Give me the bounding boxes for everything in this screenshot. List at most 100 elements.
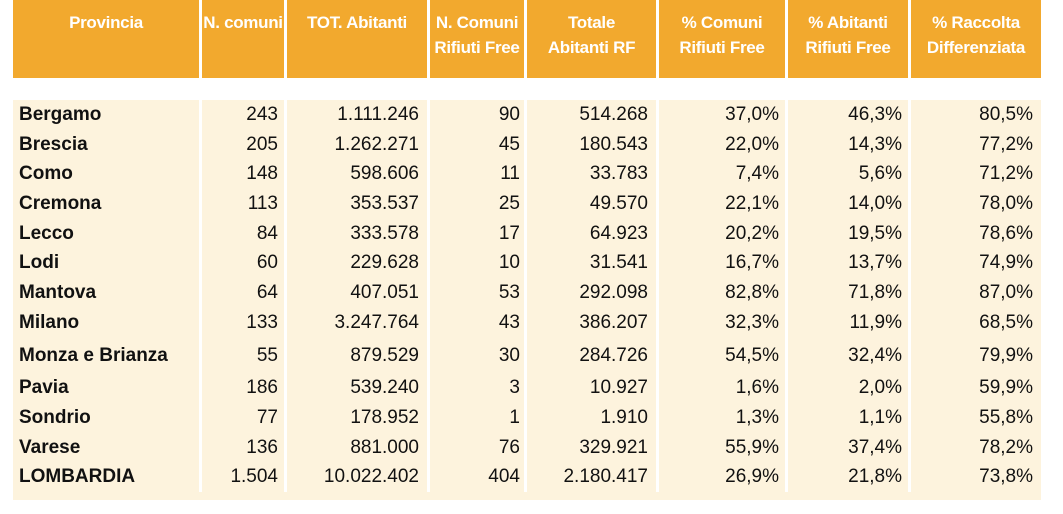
cell-n-comuni: 77	[256, 407, 278, 429]
cell-pct-raccolta: 68,5%	[979, 311, 1033, 333]
header-line: Abitanti RF	[547, 38, 636, 57]
cell-n-comuni-rf: 11	[500, 163, 520, 185]
header-line: % Comuni	[681, 13, 763, 32]
cell-pct-raccolta: 80,5%	[979, 103, 1033, 125]
cell-pct-abitanti-rf: 14,0%	[848, 192, 902, 214]
cell-tot-abitanti: 333.578	[350, 222, 419, 244]
cell-pct-comuni-rf: 55,9%	[725, 436, 779, 458]
cell-n-comuni-rf: 53	[498, 281, 520, 303]
cell-totale-abitanti-rf: 329.921	[579, 436, 648, 458]
cell-pct-abitanti-rf: 19,5%	[848, 222, 902, 244]
cell-pct-raccolta: 78,6%	[979, 222, 1033, 244]
header-line: Provincia	[69, 13, 143, 32]
province-table: Provincia N. comuni TOT. Abitanti N. Comuni…	[13, 0, 1041, 501]
cell-pct-comuni-rf: 16,7%	[725, 252, 779, 274]
cell-totale-abitanti-rf: 180.543	[579, 133, 648, 155]
cell-pct-comuni-rf: 1,3%	[735, 407, 779, 429]
cell-tot-abitanti: 178.952	[350, 407, 419, 429]
cell-pct-comuni-rf: 82,8%	[725, 281, 779, 303]
cell-pct-comuni-rf: 32,3%	[725, 311, 779, 333]
header-line: Differenziata	[926, 38, 1026, 57]
cell-n-comuni-rf: 1	[509, 407, 520, 429]
cell-pct-comuni-rf: 37,0%	[725, 103, 779, 125]
cell-tot-abitanti: 598.606	[350, 163, 419, 185]
cell-pct-raccolta: 73,8%	[979, 466, 1033, 488]
header-line: Rifiuti Free	[679, 38, 765, 57]
cell-totale-abitanti-rf: 1.910	[600, 407, 648, 429]
cell-provincia: Milano	[19, 311, 80, 333]
cell-pct-raccolta: 78,2%	[979, 436, 1033, 458]
cell-pct-abitanti-rf: 14,3%	[848, 133, 902, 155]
cell-n-comuni: 84	[256, 222, 278, 244]
header-line: N. comuni	[203, 13, 283, 32]
cell-n-comuni-rf: 45	[498, 133, 520, 155]
table-row: LOMBARDIA 1.504 10.022.402 404 2.180.417 26,9…	[13, 462, 1041, 493]
cell-n-comuni: 205	[246, 133, 278, 155]
table-row: Como 148 598.606 11 33.783 7,4% 5,6% 71,2%	[13, 159, 1041, 190]
cell-n-comuni: 133	[246, 311, 278, 333]
cell-totale-abitanti-rf: 64.923	[589, 222, 648, 244]
cell-tot-abitanti: 10.022.402	[323, 466, 419, 488]
cell-n-comuni: 148	[246, 163, 278, 185]
cell-totale-abitanti-rf: 31.541	[589, 252, 648, 274]
table-body: Bergamo 243 1.111.246 90 514.268 37,0% 46,3% 80…	[13, 100, 1041, 493]
cell-n-comuni-rf: 76	[498, 436, 520, 458]
cell-tot-abitanti: 353.537	[350, 192, 419, 214]
cell-n-comuni: 1.504	[230, 466, 278, 488]
cell-pct-abitanti-rf: 1,1%	[858, 407, 902, 429]
cell-n-comuni-rf: 90	[498, 103, 520, 125]
cell-totale-abitanti-rf: 10.927	[589, 377, 648, 399]
header-line: N. Comuni	[435, 13, 519, 32]
cell-tot-abitanti: 539.240	[350, 377, 419, 399]
table-header: Provincia N. comuni TOT. Abitanti N. Comuni…	[13, 0, 1041, 78]
table-row: Monza e Brianza 55 879.529 30 284.726 54,5% 32…	[13, 337, 1041, 374]
cell-provincia: Sondrio	[19, 407, 91, 429]
header-line: Totale	[567, 13, 615, 32]
cell-tot-abitanti: 1.262.271	[334, 133, 419, 155]
cell-pct-comuni-rf: 26,9%	[725, 466, 779, 488]
header-line: % Abitanti	[808, 13, 888, 32]
cell-pct-raccolta: 55,8%	[979, 407, 1033, 429]
cell-provincia: Monza e Brianza	[19, 344, 168, 366]
cell-pct-abitanti-rf: 11,9%	[849, 311, 902, 333]
cell-n-comuni: 186	[246, 377, 278, 399]
table-row: Mantova 64 407.051 53 292.098 82,8% 71,8% 87,0%	[13, 278, 1041, 308]
cell-n-comuni-rf: 17	[498, 222, 520, 244]
cell-n-comuni: 243	[246, 103, 278, 125]
cell-n-comuni-rf: 30	[498, 344, 520, 366]
cell-pct-raccolta: 78,0%	[979, 192, 1033, 214]
cell-pct-abitanti-rf: 71,8%	[848, 281, 902, 303]
header-pct-raccolta: % Raccolta Differenziata	[911, 0, 1041, 78]
header-tot-abitanti: TOT. Abitanti	[287, 0, 427, 78]
cell-n-comuni-rf: 25	[498, 192, 520, 214]
cell-n-comuni: 136	[246, 436, 278, 458]
cell-pct-raccolta: 87,0%	[979, 281, 1033, 303]
cell-pct-comuni-rf: 1,6%	[735, 377, 779, 399]
table-row: Lodi 60 229.628 10 31.541 16,7% 13,7% 74,9%	[13, 248, 1041, 279]
cell-tot-abitanti: 879.529	[350, 344, 419, 366]
cell-pct-abitanti-rf: 32,4%	[848, 344, 902, 366]
table-row: Pavia 186 539.240 3 10.927 1,6% 2,0% 59,9%	[13, 373, 1041, 404]
header-n-comuni: N. comuni	[202, 0, 284, 78]
table-row: Cremona 113 353.537 25 49.570 22,1% 14,0% 78,0%	[13, 189, 1041, 219]
cell-n-comuni: 64	[256, 281, 278, 303]
cell-n-comuni-rf: 43	[498, 311, 520, 333]
table-row: Lecco 84 333.578 17 64.923 20,2% 19,5% 78,6%	[13, 218, 1041, 249]
cell-pct-comuni-rf: 7,4%	[735, 163, 779, 185]
header-line: TOT. Abitanti	[307, 13, 407, 32]
cell-tot-abitanti: 1.111.246	[337, 103, 419, 125]
cell-pct-comuni-rf: 22,0%	[725, 133, 779, 155]
cell-totale-abitanti-rf: 386.207	[579, 311, 648, 333]
cell-provincia: Mantova	[19, 281, 97, 303]
cell-provincia: Lodi	[19, 252, 60, 274]
cell-pct-abitanti-rf: 37,4%	[848, 436, 902, 458]
cell-pct-comuni-rf: 22,1%	[725, 192, 779, 214]
header-pct-comuni-rf: % Comuni Rifiuti Free	[659, 0, 785, 78]
cell-tot-abitanti: 229.628	[350, 252, 419, 274]
cell-pct-abitanti-rf: 5,6%	[858, 163, 902, 185]
cell-provincia: Varese	[19, 436, 81, 458]
cell-n-comuni: 113	[247, 192, 278, 214]
cell-n-comuni: 55	[256, 344, 278, 366]
cell-provincia: Brescia	[19, 133, 88, 155]
cell-pct-raccolta: 77,2%	[979, 133, 1033, 155]
